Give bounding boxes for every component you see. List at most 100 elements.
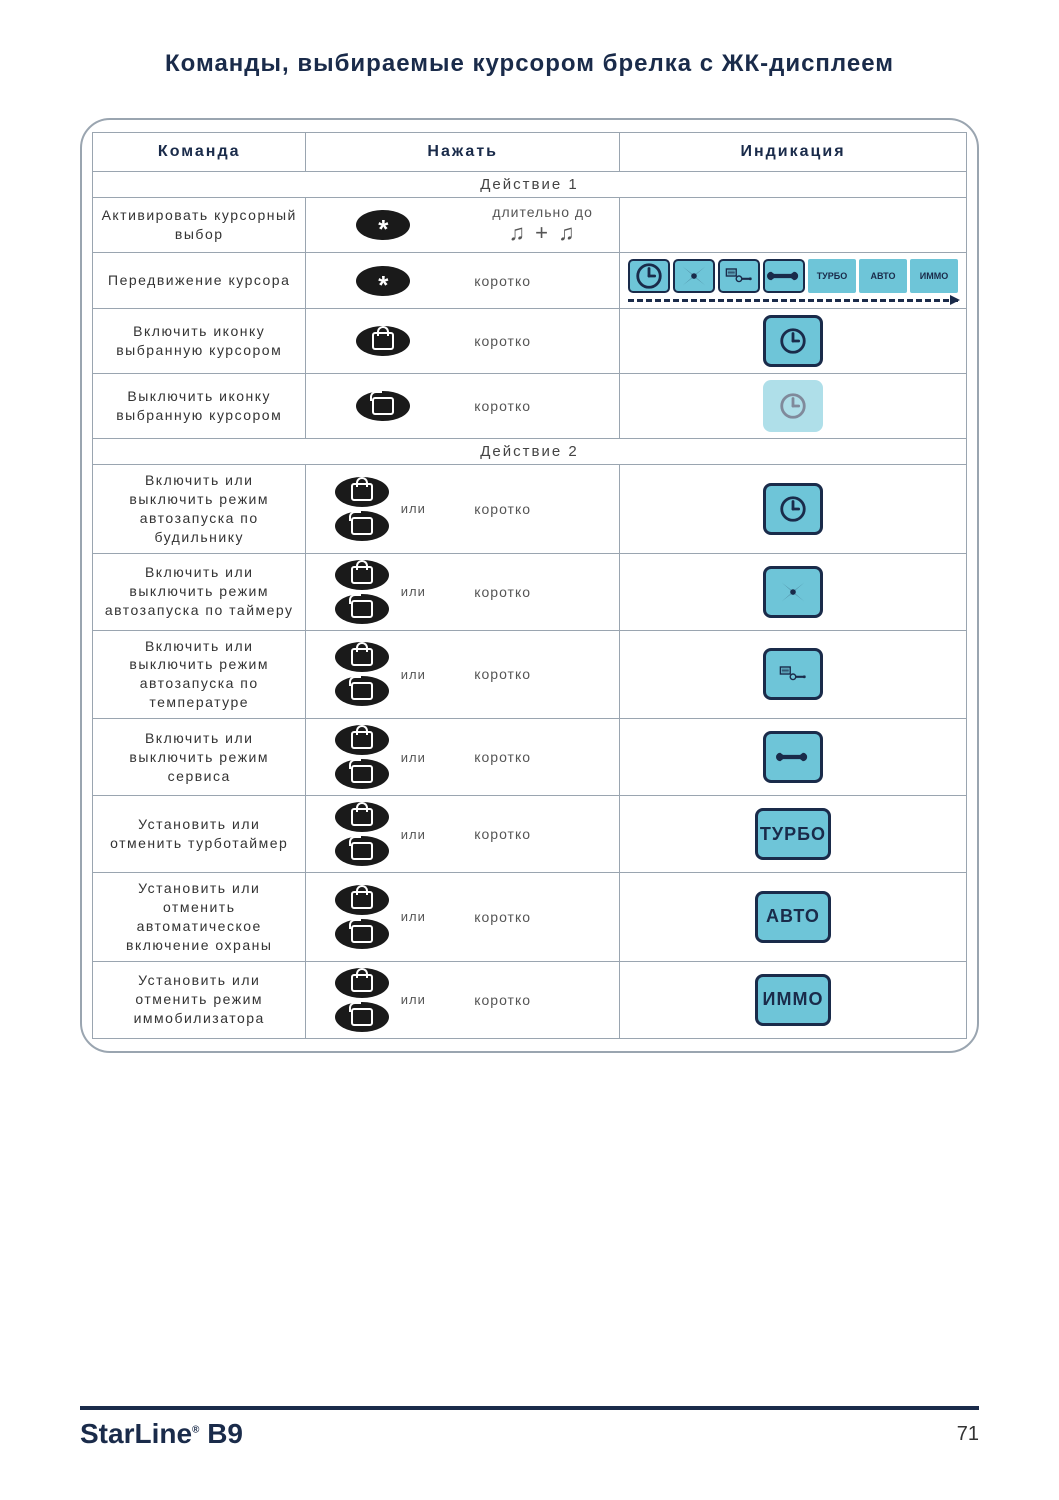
commands-table: Команда Нажать Индикация Действие 1Актив… <box>92 132 967 1039</box>
command-cell: Включить иконку выбранную курсором <box>93 309 306 374</box>
unlock-button-icon <box>335 919 389 949</box>
indication-cell <box>619 553 966 630</box>
page-title: Команды, выбираемые курсором брелка с ЖК… <box>80 50 979 78</box>
table-row: Передвижение курсоракороткоТУРБОАВТОИММО <box>93 253 967 309</box>
lock-button-icon <box>335 560 389 590</box>
table-row: Активировать курсорный выбор длительно до… <box>93 198 967 253</box>
text-tile-icon: ТУРБО <box>808 259 856 293</box>
music-notes-icon: ♫ + ♫ <box>474 220 611 246</box>
press-duration-cell: коротко <box>460 796 619 873</box>
wrench-icon <box>763 259 805 293</box>
indication-cell <box>619 374 966 439</box>
table-row: Установить или отменить автоматическое в… <box>93 873 967 962</box>
command-cell: Выключить иконку выбранную курсором <box>93 374 306 439</box>
th-indication: Индикация <box>619 133 966 172</box>
clock-icon <box>763 315 823 367</box>
or-label: или <box>395 584 432 599</box>
table-row: Включить иконку выбранную курсором коротк… <box>93 309 967 374</box>
unlock-button-icon <box>335 511 389 541</box>
table-row: Включить или выключить режим автозапуска… <box>93 465 967 554</box>
command-cell: Активировать курсорный выбор <box>93 198 306 253</box>
indication-cell: ТУРБО <box>619 796 966 873</box>
indication-cell: ТУРБОАВТОИММО <box>619 253 966 309</box>
text-tile-icon: ИММО <box>910 259 958 293</box>
fan-icon <box>763 566 823 618</box>
or-label: или <box>395 992 432 1007</box>
press-duration-cell: коротко <box>460 553 619 630</box>
unlock-button-icon <box>335 836 389 866</box>
brand-logo: StarLine® B9 <box>80 1418 243 1450</box>
lock-button-icon <box>335 885 389 915</box>
indication-cell <box>619 630 966 719</box>
lock-button-icon <box>356 326 410 356</box>
press-button-cell: или <box>306 796 460 873</box>
lock-button-icon <box>335 477 389 507</box>
unlock-button-icon <box>335 676 389 706</box>
press-button-cell <box>306 253 460 309</box>
press-button-cell: или <box>306 465 460 554</box>
indication-cell <box>619 719 966 796</box>
text-tile-icon: АВТО <box>755 891 831 943</box>
indication-cell: АВТО <box>619 873 966 962</box>
indication-cell <box>619 465 966 554</box>
press-duration-cell: коротко <box>460 309 619 374</box>
unlock-button-icon <box>335 594 389 624</box>
press-button-cell <box>306 374 460 439</box>
section-2-label: Действие 2 <box>93 439 967 465</box>
or-label: или <box>395 827 432 842</box>
press-duration-cell: коротко <box>460 961 619 1038</box>
fan-icon <box>673 259 715 293</box>
temperature-icon <box>718 259 760 293</box>
page-footer: StarLine® B9 71 <box>80 1406 979 1450</box>
section-1-label: Действие 1 <box>93 172 967 198</box>
unlock-button-icon <box>356 391 410 421</box>
unlock-button-icon <box>335 1002 389 1032</box>
commands-card: Команда Нажать Индикация Действие 1Актив… <box>80 118 979 1053</box>
clock-icon <box>763 483 823 535</box>
press-button-cell: или <box>306 630 460 719</box>
lock-button-icon <box>335 725 389 755</box>
table-row: Включить или выключить режим автозапуска… <box>93 553 967 630</box>
table-row: Включить или выключить режим автозапуска… <box>93 630 967 719</box>
or-label: или <box>395 750 432 765</box>
press-duration-cell: коротко <box>460 719 619 796</box>
command-cell: Включить или выключить режим автозапуска… <box>93 630 306 719</box>
arrow-icon <box>628 299 958 302</box>
or-label: или <box>395 667 432 682</box>
lock-button-icon <box>335 802 389 832</box>
press-duration-cell: коротко <box>460 630 619 719</box>
text-tile-icon: АВТО <box>859 259 907 293</box>
command-cell: Установить или отменить турботаймер <box>93 796 306 873</box>
press-duration-cell: коротко <box>460 873 619 962</box>
command-cell: Передвижение курсора <box>93 253 306 309</box>
press-duration-cell: коротко <box>460 465 619 554</box>
indication-cell: ИММО <box>619 961 966 1038</box>
text-tile-icon: ИММО <box>755 974 831 1026</box>
table-row: Выключить иконку выбранную курсоромкорот… <box>93 374 967 439</box>
th-command: Команда <box>93 133 306 172</box>
table-row: Установить или отменить турботаймер или ко… <box>93 796 967 873</box>
press-button-cell: или <box>306 873 460 962</box>
wrench-icon <box>763 731 823 783</box>
command-cell: Включить или выключить режим автозапуска… <box>93 465 306 554</box>
page-number: 71 <box>957 1423 979 1446</box>
press-duration-cell: длительно до♫ + ♫ <box>460 198 619 253</box>
command-cell: Включить или выключить режим автозапуска… <box>93 553 306 630</box>
command-cell: Установить или отменить автоматическое в… <box>93 873 306 962</box>
indication-cell <box>619 309 966 374</box>
unlock-button-icon <box>335 759 389 789</box>
command-cell: Включить или выключить режим сервиса <box>93 719 306 796</box>
press-button-cell: или <box>306 961 460 1038</box>
press-duration-cell: коротко <box>460 253 619 309</box>
press-button-cell: или <box>306 553 460 630</box>
clock-icon <box>763 380 823 432</box>
press-button-cell <box>306 309 460 374</box>
command-cell: Установить или отменить режим иммобилиза… <box>93 961 306 1038</box>
press-button-cell <box>306 198 460 253</box>
table-row: Включить или выключить режим сервиса или к… <box>93 719 967 796</box>
lock-button-icon <box>335 642 389 672</box>
lock-button-icon <box>335 968 389 998</box>
indication-cell <box>619 198 966 253</box>
or-label: или <box>395 501 432 516</box>
star-button-icon <box>356 210 410 240</box>
